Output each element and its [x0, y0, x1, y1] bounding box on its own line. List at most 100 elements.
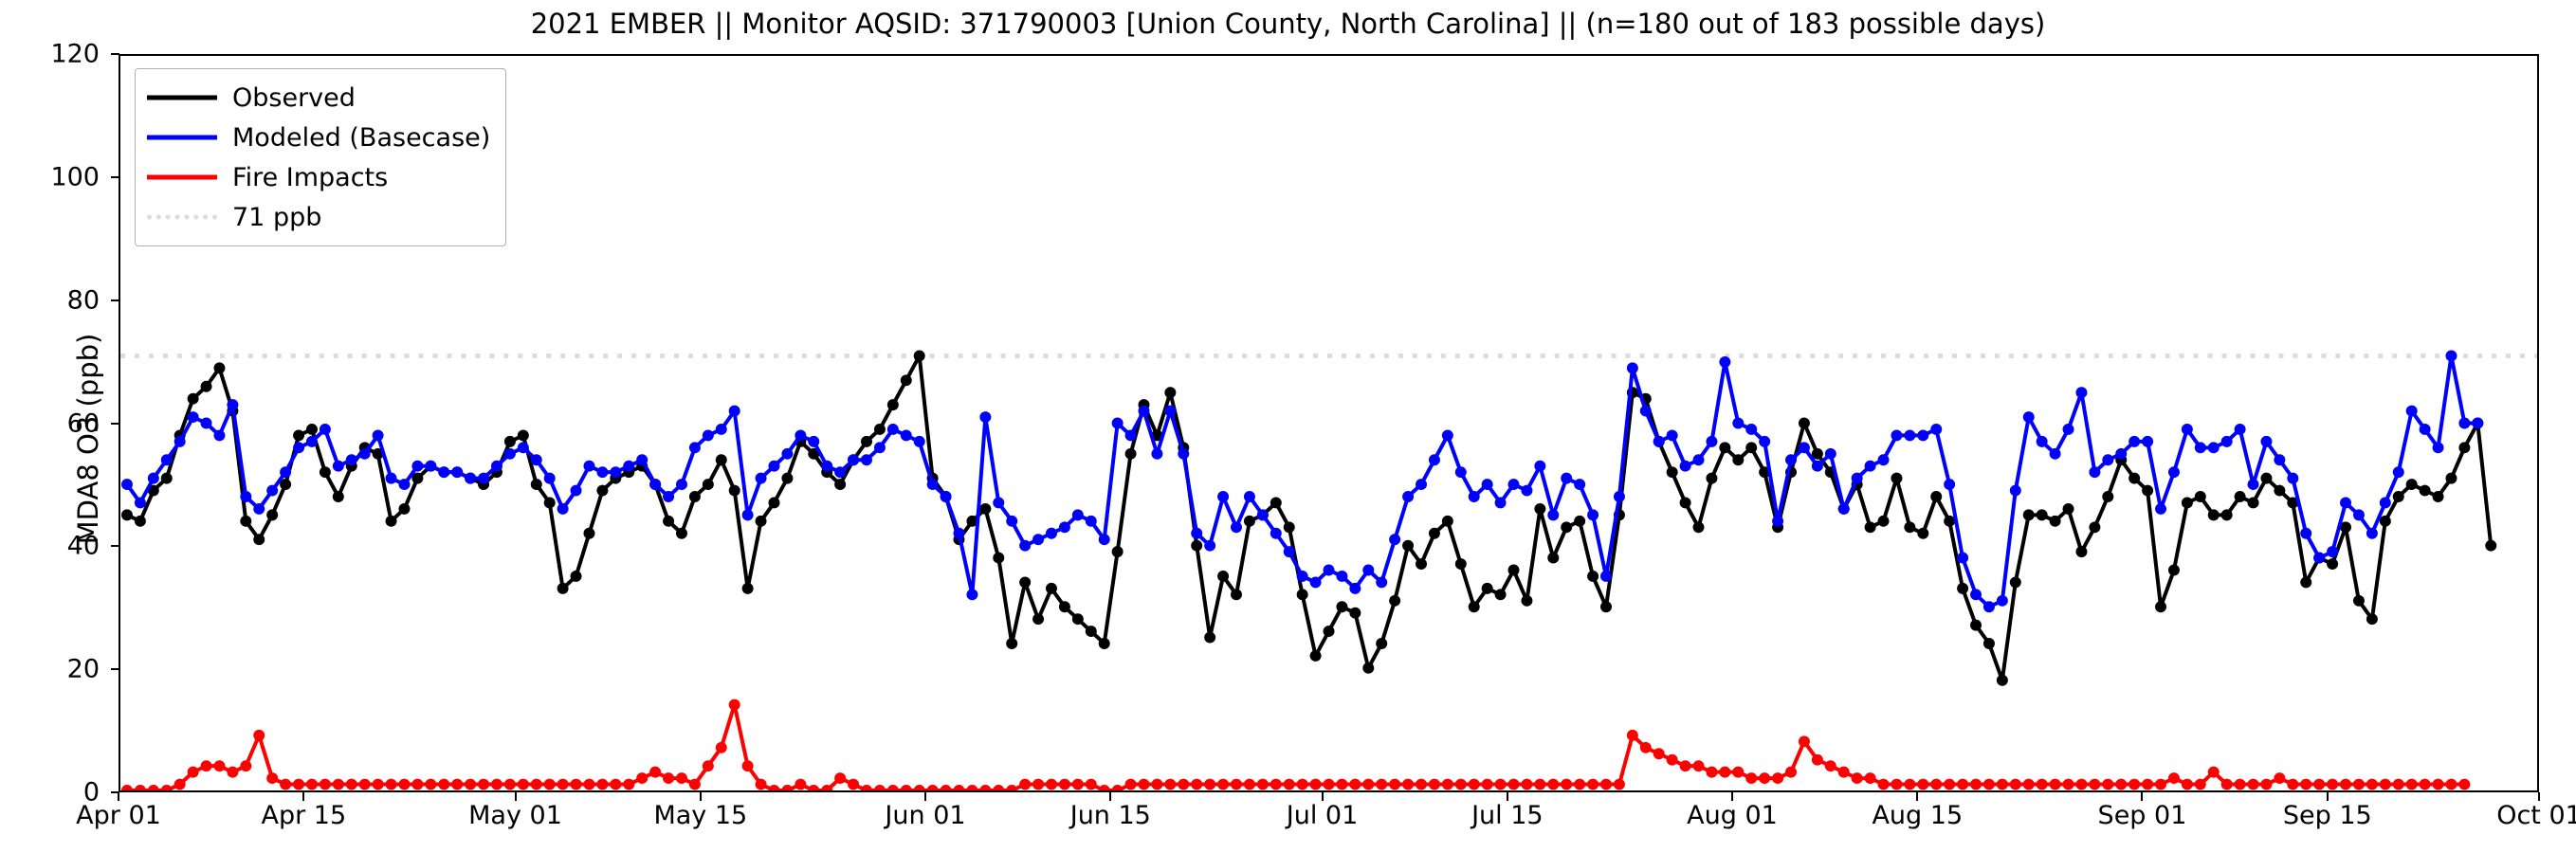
legend-item[interactable]: Observed	[147, 78, 490, 118]
data-point	[596, 484, 609, 497]
data-point	[1957, 778, 1969, 790]
data-point	[1468, 491, 1480, 502]
data-point	[2207, 766, 2220, 778]
data-point	[1256, 778, 1269, 790]
data-point	[1441, 778, 1453, 790]
data-point	[993, 552, 1005, 564]
data-point	[1970, 778, 1982, 790]
data-point	[1428, 778, 1440, 790]
data-point	[755, 515, 767, 527]
data-point	[1706, 435, 1718, 447]
data-point	[478, 778, 490, 790]
data-point	[1798, 417, 1810, 429]
data-point	[411, 778, 424, 790]
legend-item[interactable]: Modeled (Basecase)	[147, 118, 490, 157]
data-point	[134, 497, 146, 509]
data-point	[2142, 435, 2154, 447]
data-point	[1376, 638, 1388, 649]
legend-line	[147, 135, 217, 140]
data-point	[2247, 479, 2259, 491]
data-point	[1574, 778, 1586, 790]
data-point	[2485, 539, 2497, 552]
data-point	[465, 472, 477, 484]
data-point	[2340, 497, 2352, 509]
data-point	[2115, 447, 2128, 460]
legend-label: Modeled (Basecase)	[232, 122, 491, 153]
data-point	[2405, 405, 2418, 417]
data-point	[1349, 582, 1361, 594]
data-point	[134, 785, 146, 790]
data-point	[1679, 460, 1691, 472]
data-point	[2181, 778, 2193, 790]
data-point	[1336, 778, 1348, 790]
data-point	[1639, 405, 1652, 417]
data-point	[1243, 515, 1255, 527]
data-point	[1706, 472, 1718, 484]
data-point	[240, 515, 252, 527]
x-tick-label: Jul 01	[1286, 801, 1359, 830]
data-point	[1785, 766, 1798, 778]
data-point	[2220, 778, 2233, 790]
data-point	[1772, 515, 1784, 527]
data-point	[1798, 442, 1810, 454]
data-point	[900, 374, 912, 387]
data-point	[583, 527, 595, 539]
data-point	[2458, 442, 2471, 454]
data-point	[1071, 613, 1084, 626]
data-point	[1296, 778, 1308, 790]
chart-legend: Observed Modeled (Basecase) Fire Impacts 71…	[135, 68, 507, 246]
data-point	[1111, 785, 1124, 790]
data-point	[913, 435, 925, 447]
data-point	[2419, 484, 2431, 497]
data-point	[240, 491, 252, 502]
data-point	[438, 466, 450, 479]
data-point	[2049, 515, 2061, 527]
data-point	[1349, 778, 1361, 790]
data-point	[2405, 479, 2418, 491]
data-point	[1930, 491, 1943, 502]
data-point	[2207, 442, 2220, 454]
data-point	[663, 772, 675, 785]
data-point	[1045, 582, 1057, 594]
data-point	[1692, 760, 1705, 772]
data-point	[1309, 778, 1322, 790]
data-point	[1191, 539, 1203, 552]
data-point	[1058, 521, 1070, 534]
data-point	[926, 479, 939, 491]
legend-item[interactable]: Fire Impacts	[147, 157, 490, 197]
data-point	[398, 502, 411, 515]
data-point	[1124, 447, 1137, 460]
data-point	[1759, 435, 1771, 447]
data-point	[873, 423, 886, 435]
data-point	[2022, 778, 2035, 790]
x-tick-mark	[1916, 792, 1919, 801]
data-point	[728, 699, 740, 711]
data-point	[2327, 546, 2339, 558]
data-point	[253, 729, 265, 741]
data-point	[1824, 760, 1836, 772]
data-point	[293, 778, 305, 790]
legend-item[interactable]: 71 ppb	[147, 197, 490, 237]
data-point	[1032, 778, 1045, 790]
data-point	[2049, 778, 2061, 790]
data-point	[1944, 515, 1956, 527]
data-point	[1600, 601, 1613, 613]
data-point	[1759, 772, 1771, 785]
data-point	[1891, 429, 1903, 442]
data-point	[979, 411, 992, 424]
data-point	[1534, 778, 1546, 790]
data-point	[2142, 778, 2154, 790]
data-point	[1481, 582, 1493, 594]
data-point	[1494, 778, 1507, 790]
data-point	[2009, 778, 2021, 790]
data-point	[1138, 778, 1150, 790]
data-point	[2352, 594, 2365, 607]
y-tick-label: 0	[82, 777, 100, 808]
data-point	[266, 772, 279, 785]
data-point	[913, 785, 925, 790]
data-point	[2194, 491, 2206, 502]
data-point	[1891, 778, 1903, 790]
data-point	[1256, 509, 1269, 521]
data-point	[623, 778, 635, 790]
data-point	[372, 778, 384, 790]
